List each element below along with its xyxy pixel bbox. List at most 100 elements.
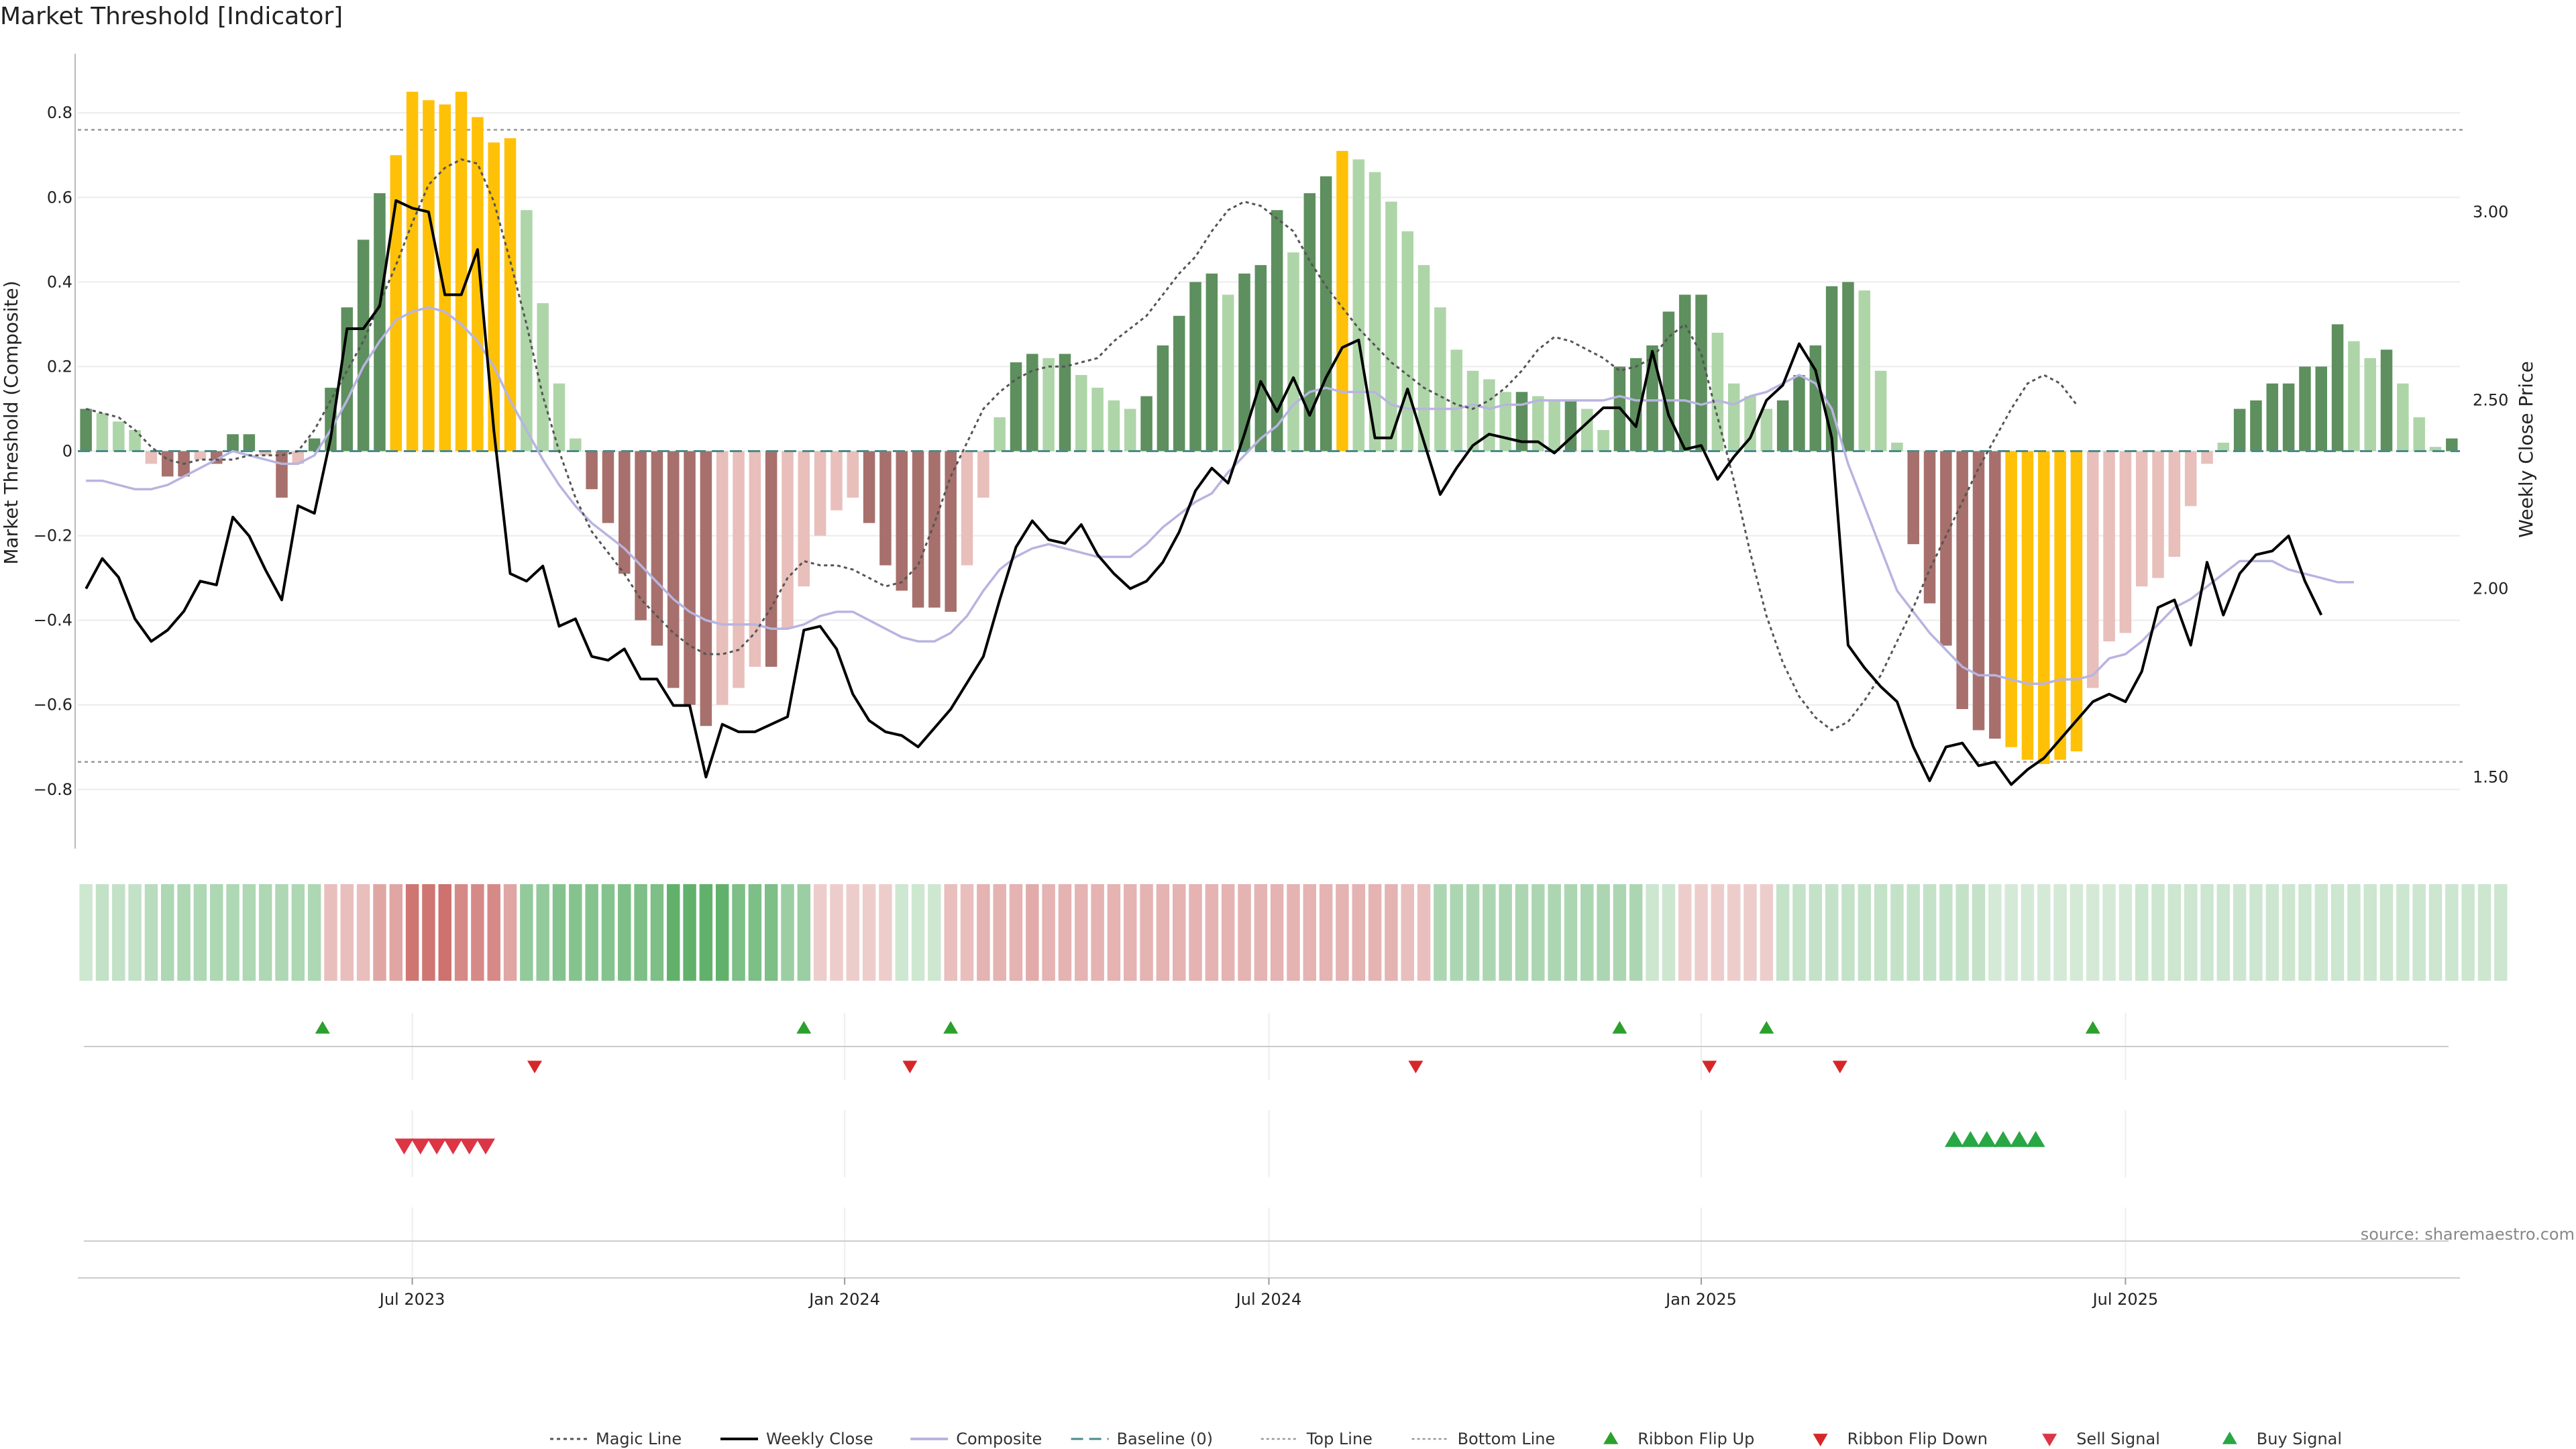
y-tick-label: 0.4 bbox=[47, 272, 72, 291]
ribbon-flip-down-marker bbox=[1832, 1061, 1847, 1073]
ribbon-cell bbox=[2167, 884, 2182, 981]
ribbon-cell bbox=[2330, 884, 2345, 981]
ribbon-cell bbox=[144, 884, 158, 981]
ribbon-cell bbox=[1890, 884, 1904, 981]
ribbon-cell bbox=[1907, 884, 1920, 981]
ribbon-cell bbox=[715, 884, 729, 981]
bar bbox=[1597, 429, 1609, 451]
ribbon-cell bbox=[2379, 884, 2394, 981]
ribbon-cell bbox=[1483, 884, 1496, 981]
ribbon-cell bbox=[128, 884, 142, 981]
x-tick-label: Jan 2024 bbox=[808, 1290, 880, 1309]
bar bbox=[2103, 451, 2115, 642]
ribbon-cell bbox=[585, 884, 598, 981]
ribbon-cell bbox=[177, 884, 191, 981]
ribbon-cell bbox=[1254, 884, 1268, 981]
ribbon-cell bbox=[2053, 884, 2067, 981]
legend-item: Bottom Line bbox=[1411, 1430, 1555, 1448]
legend-swatch bbox=[1813, 1434, 1828, 1446]
bar bbox=[2021, 451, 2034, 760]
legend-swatch bbox=[2222, 1432, 2237, 1444]
bar bbox=[1662, 311, 1675, 451]
bar bbox=[1483, 379, 1495, 451]
ribbon-cell bbox=[1564, 884, 1578, 981]
ribbon-cell bbox=[944, 884, 957, 981]
bar bbox=[814, 451, 826, 536]
ribbon-strip bbox=[79, 884, 2508, 981]
legend-swatch bbox=[2042, 1434, 2057, 1446]
ribbon-cell bbox=[732, 884, 745, 981]
bar bbox=[1499, 392, 1511, 451]
bar bbox=[1972, 451, 1985, 731]
ribbon-cell bbox=[422, 884, 435, 981]
legend: Magic Line Weekly Close Composite Baseline … bbox=[550, 1430, 2342, 1448]
y2-tick-label: 1.50 bbox=[2473, 767, 2508, 786]
legend-label: Composite bbox=[956, 1430, 1042, 1448]
ribbon-cell bbox=[503, 884, 517, 981]
ribbon-cell bbox=[862, 884, 876, 981]
ribbon-cell bbox=[699, 884, 713, 981]
sell-signal-marker bbox=[411, 1138, 430, 1155]
ribbon-cell bbox=[2396, 884, 2410, 981]
ribbon-cell bbox=[569, 884, 582, 981]
ribbon-cell bbox=[1303, 884, 1317, 981]
ribbon-cell bbox=[2135, 884, 2149, 981]
ribbon-cell bbox=[1417, 884, 1431, 981]
ribbon-flip-up-marker bbox=[1612, 1021, 1627, 1034]
bar bbox=[227, 434, 239, 451]
ribbon-cell bbox=[601, 884, 615, 981]
legend-item: Composite bbox=[910, 1430, 1042, 1448]
bar bbox=[488, 142, 500, 451]
bar bbox=[357, 239, 370, 451]
signal-rows bbox=[84, 1013, 2449, 1278]
ribbon-cell bbox=[307, 884, 321, 981]
bar bbox=[1727, 383, 1740, 451]
bar bbox=[1254, 265, 1267, 451]
bar bbox=[1940, 451, 1952, 646]
legend-label: Weekly Close bbox=[766, 1430, 873, 1448]
bar bbox=[1744, 396, 1756, 451]
ribbon-cell bbox=[389, 884, 403, 981]
bar bbox=[1825, 286, 1838, 451]
bar bbox=[1548, 400, 1560, 451]
sell-signal-marker bbox=[460, 1138, 479, 1155]
ribbon-cell bbox=[1385, 884, 1398, 981]
bar bbox=[2413, 417, 2425, 451]
bar bbox=[537, 303, 549, 451]
ribbon-cell bbox=[1988, 884, 2002, 981]
ribbon-cell bbox=[1792, 884, 1806, 981]
bar bbox=[1320, 176, 1332, 451]
ribbon-cell bbox=[1140, 884, 1153, 981]
y-tick-label: −0.4 bbox=[34, 611, 72, 630]
bar bbox=[1352, 159, 1365, 451]
ribbon-cell bbox=[813, 884, 827, 981]
ribbon-cell bbox=[536, 884, 549, 981]
bar bbox=[2299, 366, 2311, 451]
ribbon-cell bbox=[79, 884, 93, 981]
bar bbox=[1923, 451, 1936, 604]
legend-item: Sell Signal bbox=[2042, 1430, 2160, 1448]
main-grid bbox=[78, 112, 2460, 790]
weekly-close-line bbox=[85, 199, 2323, 786]
bar bbox=[1287, 252, 1299, 451]
bar bbox=[194, 451, 207, 460]
bar bbox=[2152, 451, 2164, 578]
bar bbox=[439, 104, 451, 451]
ribbon-cell bbox=[258, 884, 272, 981]
ribbon-flip-up-marker bbox=[315, 1021, 330, 1034]
ribbon-cell bbox=[1107, 884, 1121, 981]
ribbon-cell bbox=[520, 884, 533, 981]
ribbon-cell bbox=[373, 884, 386, 981]
legend-label: Sell Signal bbox=[2076, 1430, 2160, 1448]
ribbon-cell bbox=[1205, 884, 1219, 981]
bar bbox=[2397, 383, 2409, 451]
ribbon-cell bbox=[1955, 884, 1969, 981]
ribbon-cell bbox=[1352, 884, 1365, 981]
bar bbox=[2217, 442, 2230, 451]
ribbon-cell bbox=[1156, 884, 1170, 981]
bar bbox=[1189, 282, 1201, 451]
ribbon-cell bbox=[1760, 884, 1774, 981]
ribbon-cell bbox=[2086, 884, 2100, 981]
ribbon-cell bbox=[356, 884, 370, 981]
bar bbox=[1809, 345, 1822, 451]
